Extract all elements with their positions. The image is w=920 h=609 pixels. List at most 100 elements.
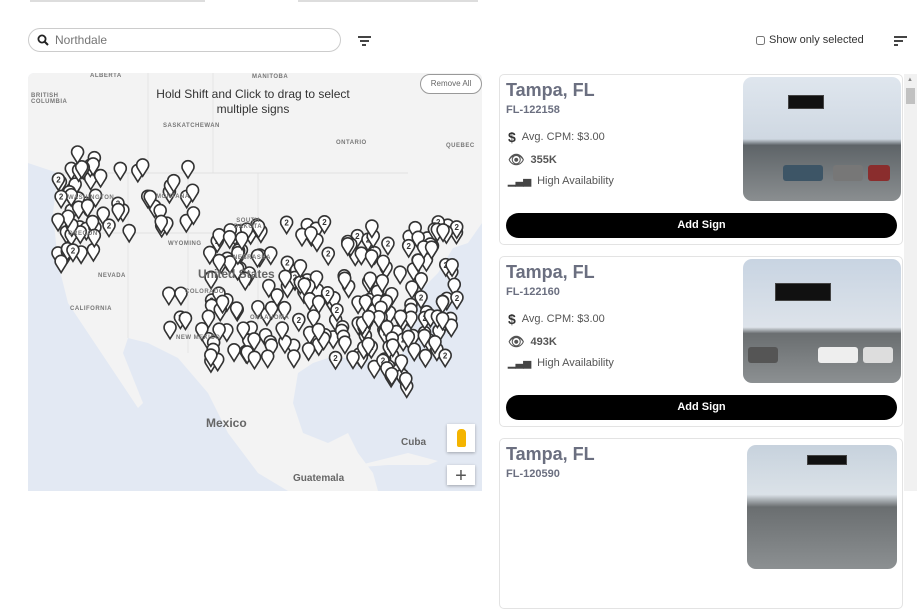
sign-marker[interactable] — [393, 265, 407, 286]
sign-marker[interactable] — [51, 212, 65, 233]
sign-marker[interactable] — [247, 350, 262, 371]
sign-marker[interactable] — [435, 294, 450, 315]
sign-marker[interactable] — [143, 189, 157, 210]
sign-marker[interactable] — [408, 220, 422, 241]
sign-marker[interactable] — [361, 309, 376, 330]
sign-marker[interactable] — [311, 322, 326, 343]
sign-marker[interactable] — [212, 253, 226, 274]
sign-marker[interactable] — [407, 342, 422, 363]
filter-icon[interactable] — [357, 34, 371, 48]
sign-marker[interactable]: 2 — [54, 189, 68, 210]
sign-marker[interactable] — [239, 222, 254, 242]
sign-marker[interactable] — [428, 335, 442, 355]
sign-marker[interactable] — [275, 321, 289, 341]
sign-marker[interactable] — [418, 348, 433, 369]
sign-marker[interactable] — [361, 337, 376, 357]
sign-marker[interactable] — [436, 223, 450, 243]
sign-marker[interactable] — [264, 300, 279, 321]
sign-marker[interactable] — [338, 335, 352, 356]
sign-marker[interactable] — [278, 269, 292, 290]
sign-marker[interactable] — [166, 173, 181, 194]
sign-marker[interactable] — [163, 320, 177, 341]
sign-marker[interactable] — [251, 219, 266, 240]
sign-card[interactable]: Tampa, FL FL-122160 $ Avg. CPM: $3.00 👁 49… — [499, 256, 903, 427]
sign-marker[interactable] — [260, 349, 275, 370]
sign-marker[interactable] — [185, 183, 200, 204]
scroll-up-icon[interactable]: ▲ — [907, 77, 913, 83]
sign-marker[interactable] — [195, 322, 209, 342]
sign-marker[interactable] — [88, 188, 103, 209]
add-sign-button[interactable]: Add Sign — [506, 213, 897, 238]
sign-marker[interactable] — [222, 230, 237, 250]
sign-marker[interactable] — [401, 329, 416, 350]
sign-marker[interactable] — [364, 249, 379, 269]
sign-marker[interactable] — [411, 253, 426, 274]
sign-marker[interactable] — [447, 277, 462, 298]
map[interactable]: 2222222222222222222222222222222222222222… — [28, 73, 482, 491]
sign-marker[interactable] — [399, 371, 413, 392]
sign-marker[interactable] — [186, 206, 201, 226]
sign-marker[interactable]: 2 — [381, 236, 395, 257]
sign-marker[interactable] — [365, 219, 379, 239]
sign-marker[interactable] — [201, 309, 216, 330]
scrollbar-thumb[interactable] — [906, 88, 915, 104]
sign-marker[interactable] — [153, 203, 167, 224]
sign-marker[interactable] — [113, 161, 128, 182]
sign-marker[interactable] — [96, 206, 111, 227]
sign-marker[interactable]: 2 — [414, 290, 428, 310]
sign-marker[interactable] — [202, 245, 217, 266]
sign-marker[interactable] — [346, 350, 360, 370]
sign-marker[interactable] — [301, 342, 316, 362]
sign-marker[interactable] — [311, 295, 326, 315]
card-list-scrollbar[interactable]: ▲ — [904, 74, 917, 491]
sign-marker[interactable] — [270, 288, 284, 308]
search-input[interactable] — [55, 33, 315, 47]
sign-marker[interactable] — [215, 294, 230, 315]
sign-marker[interactable] — [277, 301, 292, 321]
sign-marker[interactable]: 2 — [328, 350, 343, 371]
show-only-selected-toggle[interactable]: Show only selected — [756, 34, 864, 46]
sign-marker[interactable]: 2 — [320, 286, 335, 306]
sign-marker[interactable] — [375, 273, 390, 294]
sign-marker[interactable]: 2 — [279, 215, 294, 236]
sign-marker[interactable]: 2 — [280, 255, 295, 276]
sign-marker[interactable] — [87, 228, 102, 249]
sign-marker[interactable] — [229, 301, 244, 321]
sign-marker[interactable] — [340, 237, 355, 257]
street-view-pegman-icon[interactable] — [447, 424, 475, 452]
sign-marker[interactable] — [384, 367, 399, 387]
sign-marker[interactable] — [154, 214, 169, 235]
sign-marker[interactable] — [54, 254, 68, 275]
sign-marker[interactable] — [235, 231, 249, 251]
sign-marker[interactable] — [122, 223, 136, 244]
sign-marker[interactable]: 2 — [450, 290, 464, 311]
sign-marker[interactable]: 2 — [401, 238, 416, 259]
sign-marker[interactable] — [393, 309, 408, 330]
sign-marker[interactable] — [293, 259, 308, 279]
sign-marker[interactable]: 2 — [66, 243, 80, 263]
sign-marker[interactable] — [337, 271, 352, 292]
sign-marker[interactable] — [435, 311, 450, 332]
sign-marker[interactable] — [85, 214, 100, 235]
sign-marker[interactable] — [304, 226, 318, 246]
sign-marker[interactable] — [181, 160, 195, 180]
sign-marker[interactable] — [386, 338, 400, 358]
sign-marker[interactable] — [73, 225, 88, 245]
sign-marker[interactable] — [174, 286, 188, 307]
sign-marker[interactable] — [263, 246, 278, 266]
sign-marker[interactable] — [251, 300, 265, 320]
top-tab-left[interactable] — [30, 0, 205, 2]
sign-marker[interactable] — [264, 338, 279, 358]
sign-marker[interactable] — [380, 320, 394, 340]
sign-marker[interactable] — [204, 348, 218, 368]
sign-marker[interactable]: 2 — [321, 246, 336, 267]
sign-marker[interactable] — [376, 254, 391, 275]
sign-marker[interactable] — [444, 318, 459, 339]
sign-marker[interactable] — [250, 248, 265, 269]
sign-marker[interactable] — [238, 271, 253, 292]
sign-marker[interactable] — [424, 240, 439, 261]
sign-marker[interactable] — [358, 294, 373, 314]
show-only-selected-checkbox[interactable] — [756, 35, 765, 45]
top-tab-right[interactable] — [298, 0, 478, 2]
sign-marker[interactable] — [212, 322, 226, 343]
